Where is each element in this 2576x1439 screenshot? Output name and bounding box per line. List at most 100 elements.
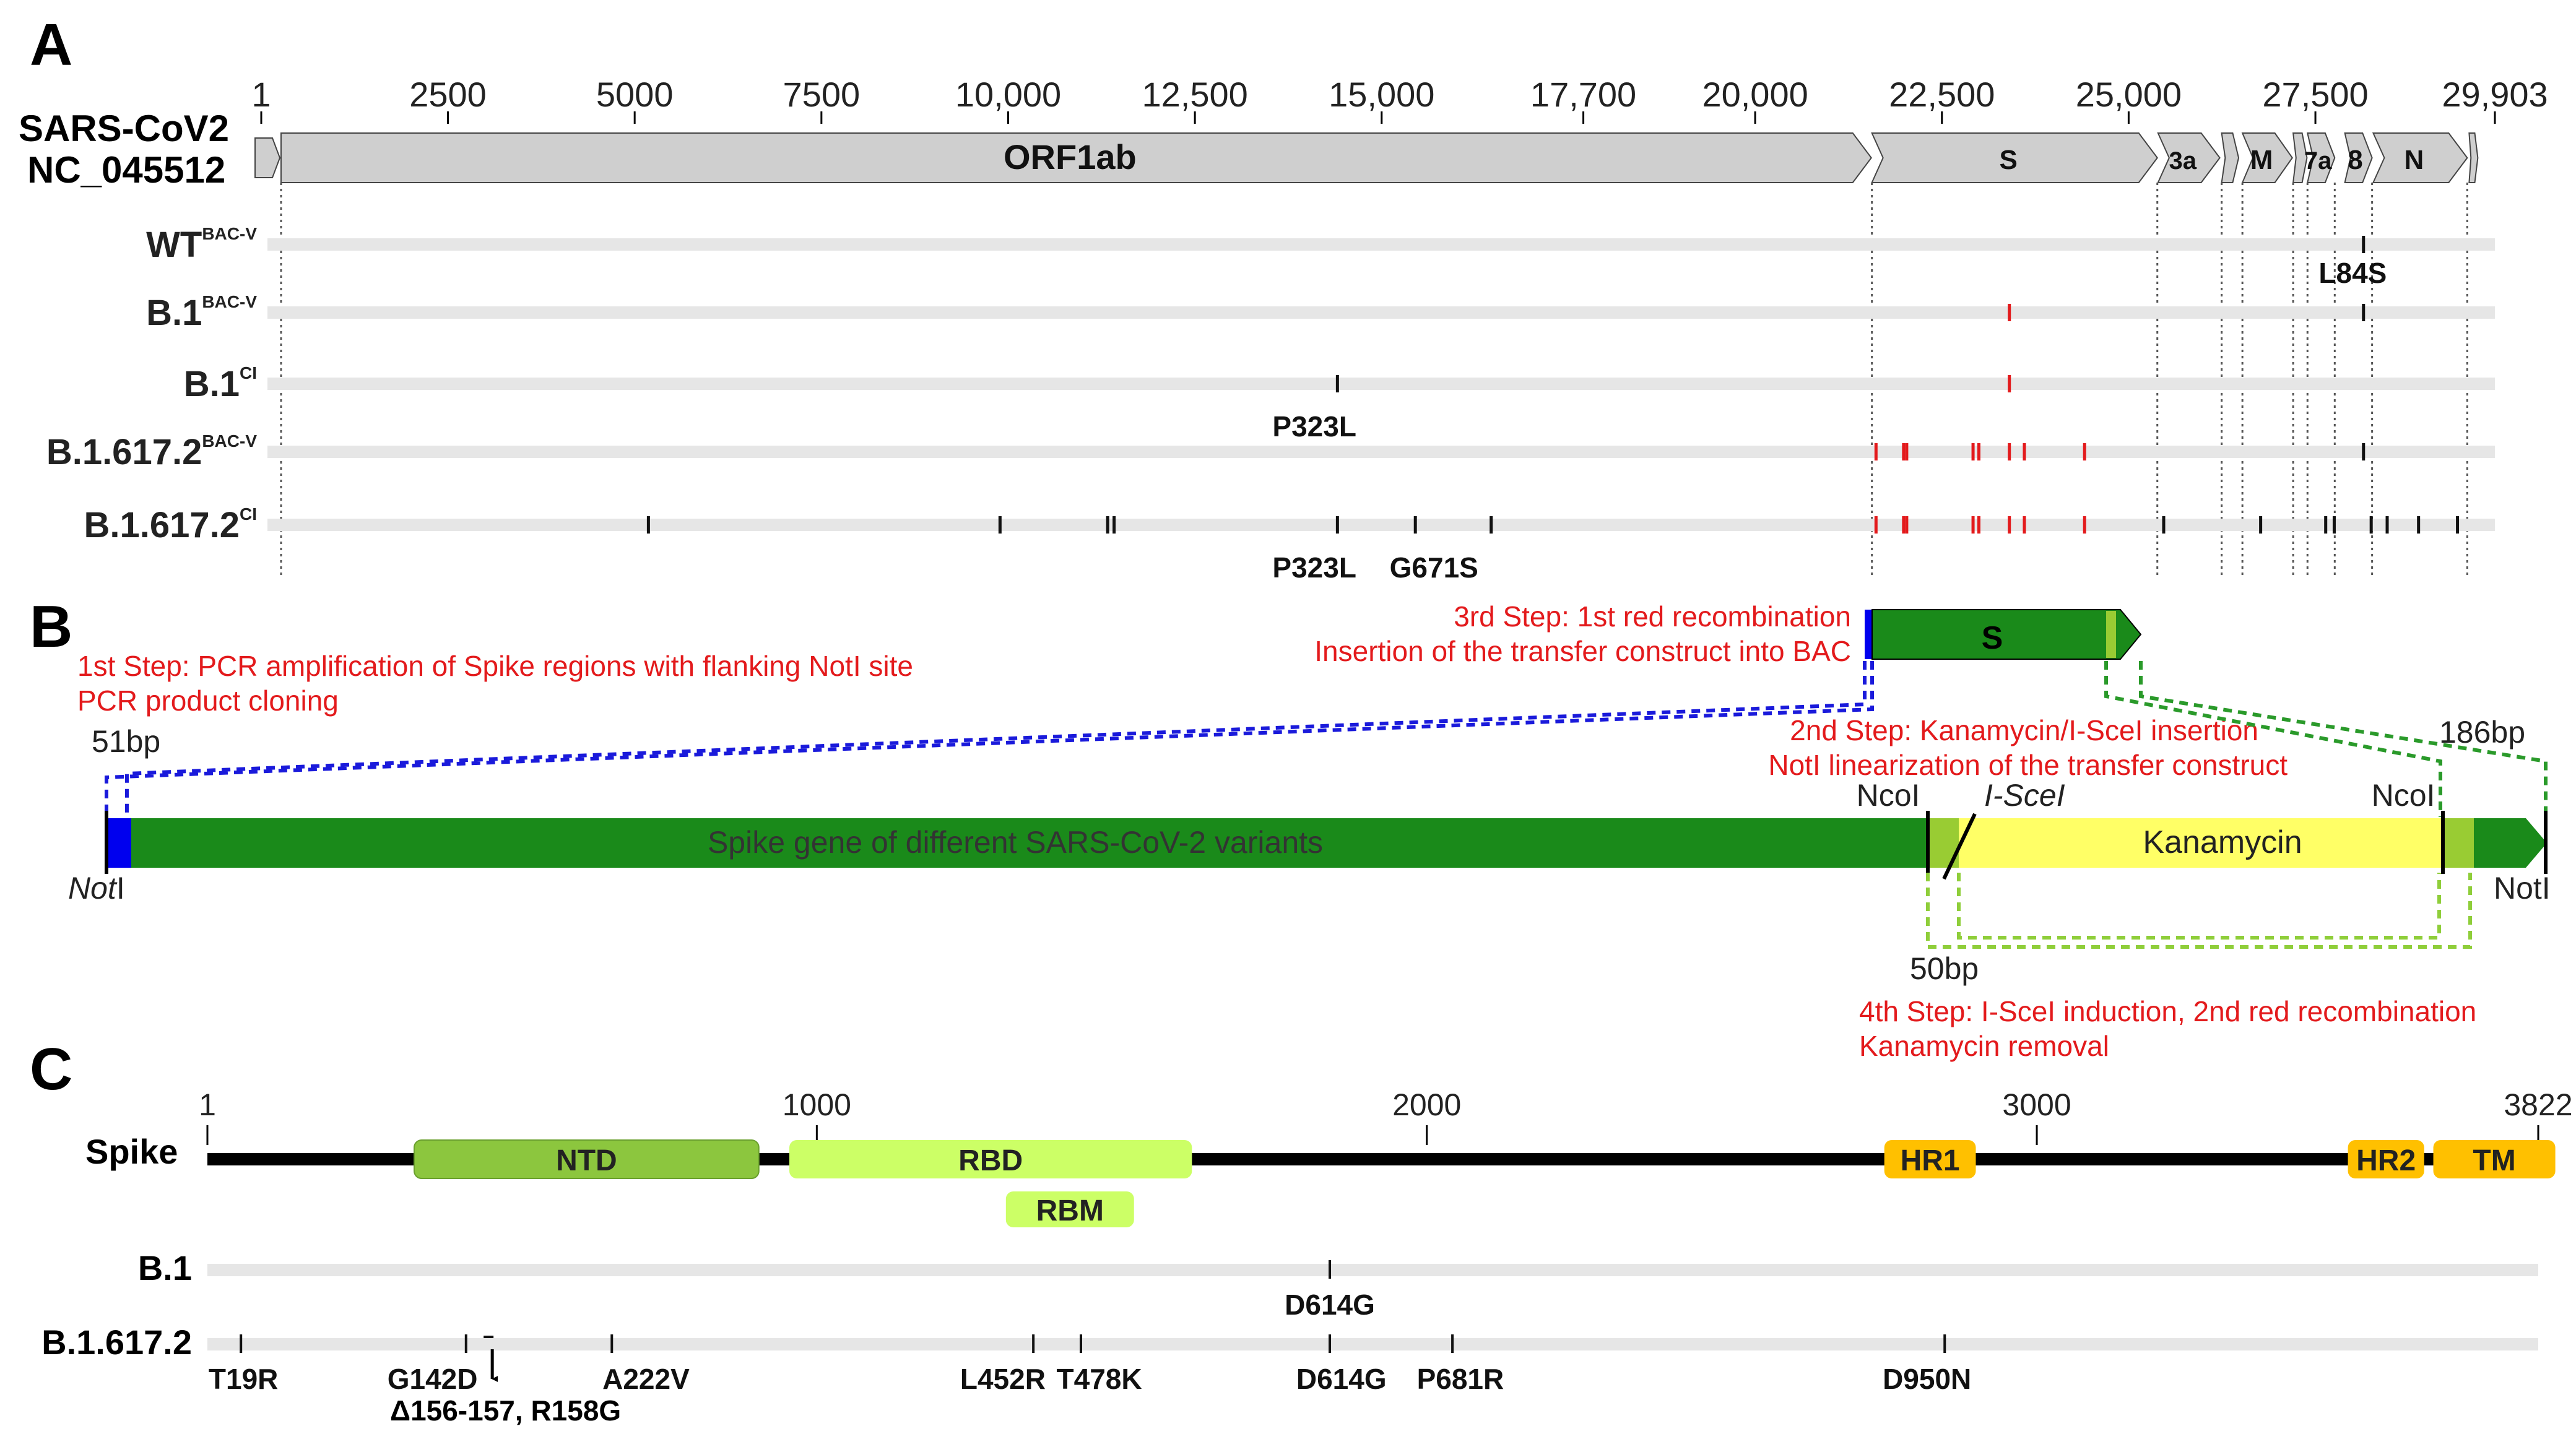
gene-label: N (2405, 145, 2424, 175)
gene-label: 8 (2348, 145, 2362, 175)
step4-line1: 4th Step: I-SceI induction, 2nd red reco… (1859, 995, 2476, 1027)
panel-b-letter: B (30, 594, 72, 660)
genome-tick-label: 15,000 (1329, 75, 1434, 114)
reference-accession: NC_045512 (27, 149, 225, 191)
step3-line2: Insertion of the transfer construct into… (1314, 635, 1851, 667)
blue-dashed-connector (105, 661, 1874, 817)
mutation-label: P323L (1272, 551, 1356, 584)
genome-tick-label: 12,500 (1142, 75, 1247, 114)
step4-line2: Kanamycin removal (1859, 1030, 2109, 1062)
genome-tick-label: 27,500 (2262, 75, 2368, 114)
variant-track-label: B.1CI (184, 363, 257, 404)
gene-label: S (2000, 145, 2018, 175)
spike-axis: 1 1000 2000 3000 3822 (199, 1087, 2573, 1145)
variant-track-bar (267, 378, 2495, 390)
utr5-block (254, 137, 281, 178)
spike-mutation-label: T478K (1057, 1363, 1142, 1395)
genome-tick-label: 5000 (596, 75, 674, 114)
gene-label: 7a (2304, 147, 2332, 175)
variant-track-label: B.1BAC-V (146, 292, 257, 333)
genome-tick-label: 22,500 (1889, 75, 1995, 114)
notI-left-label: NotI (68, 871, 125, 905)
spike-domain-label: TM (2473, 1144, 2515, 1177)
spike-domain (1005, 1191, 1134, 1227)
spike-mutation-label: P681R (1417, 1363, 1504, 1395)
notI-flank-blue (106, 818, 131, 868)
step1-line1: 1st Step: PCR amplification of Spike reg… (77, 650, 913, 682)
spike-track-label: Spike (85, 1132, 178, 1171)
spike-mutation-label: D614G (1296, 1363, 1387, 1395)
spike-domain (2433, 1140, 2556, 1178)
bp51-label: 51bp (92, 724, 160, 759)
variant-track-bar (267, 306, 2495, 319)
genome-tick-label: 25,000 (2076, 75, 2182, 114)
variant-track-bar (267, 519, 2495, 531)
panel-a: A SARS-CoV2 NC_045512 1 2500 5000 7500 10,00… (19, 12, 2548, 584)
ncoI-left-label: NcoI (1857, 778, 1920, 813)
genome-tick-label: 2500 (409, 75, 487, 114)
spike-mutation-label: D614G (1285, 1289, 1375, 1321)
spike-gene-bar (131, 818, 1928, 868)
mutation-label: P323L (1272, 410, 1356, 443)
gene-arrow (1871, 132, 2158, 183)
kanamycin-cassette (1959, 818, 2443, 868)
iscei-label: I-SceI (1984, 778, 2065, 813)
spike-mutation-label: G142D (388, 1363, 478, 1395)
variant-track-bar (267, 446, 2495, 458)
genome-tick-label: 1 (251, 75, 271, 114)
genome-axis: 1 2500 5000 7500 10,000 12,500 15,000 17,700 20,… (251, 75, 2548, 124)
gene-label: ORF1ab (1004, 137, 1137, 176)
spike-domain (414, 1139, 760, 1179)
variant-track-label: B.1.617.2BAC-V (46, 431, 258, 472)
gene-arrow (2307, 132, 2336, 183)
spike-tick-label: 3000 (2002, 1087, 2071, 1122)
spike-tick-label: 2000 (1392, 1087, 1461, 1122)
genome-tick-label: 17,700 (1530, 75, 1636, 114)
recombination-dashed-box (1926, 873, 2472, 949)
right-homology-arm (2443, 818, 2474, 868)
variant-track-label: B.1.617.2CI (84, 504, 257, 545)
gene-arrow (2468, 132, 2479, 183)
green-dashed-connector (2104, 661, 2548, 817)
spike-domain-label: RBM (1036, 1195, 1104, 1227)
genome-tick-label: 10,000 (955, 75, 1061, 114)
spike-end-arrow (2474, 818, 2547, 868)
panel-a-letter: A (30, 12, 72, 78)
spike-domain (1884, 1140, 1976, 1178)
gene-arrow (280, 132, 1872, 183)
spike-tick-label: 1 (199, 1087, 216, 1122)
gene-label: 3a (2169, 147, 2197, 175)
ncoI-right-label: NcoI (2372, 778, 2435, 813)
spike-mutation-label: L452R (960, 1363, 1046, 1395)
genome-tick-label: 20,000 (1702, 75, 1808, 114)
spike-mutation-label: T19R (209, 1363, 278, 1395)
gene-label: M (2250, 145, 2273, 175)
s-block-blue-flank (1865, 610, 1872, 659)
genome-tick-label: 29,903 (2442, 75, 2548, 114)
spike-domain-label: RBD (958, 1144, 1023, 1177)
step2-line1: 2nd Step: Kanamycin/I-SceI insertion (1790, 714, 2258, 746)
step3-line1: 3rd Step: 1st red recombination (1454, 600, 1851, 633)
spike-domain (2348, 1140, 2424, 1178)
genome-tick-label: 7500 (783, 75, 861, 114)
spike-variant-tracks: D614G T19R G142D A222V L452R T478K D614G P681R D… (207, 1260, 2538, 1395)
panel-c: C Spike 1 1000 2000 3000 3822 NTD RBD RBM HR1 HR… (30, 1036, 2573, 1427)
variant-tracks: WTBAC-V L84S B.1BAC-V B.1CI P323L B.1.617.2BA… (46, 224, 2495, 584)
gene-arrow (2157, 132, 2221, 183)
panel-b: B S 1st Step: PCR amplification of Spike… (30, 594, 2551, 1062)
c-b16172-label: B.1.617.2 (41, 1323, 192, 1362)
spike-domain-label: NTD (556, 1144, 617, 1177)
kanamycin-text: Kanamycin (2143, 824, 2302, 860)
variant-track-label: WTBAC-V (146, 224, 257, 265)
gene-arrow (2292, 132, 2308, 183)
genome-gene-map: ORF1ab S 3a M 7a 8 N (254, 132, 2479, 183)
spike-domain-label: HR1 (1901, 1144, 1960, 1177)
s-block-label: S (1982, 620, 2003, 656)
s-block (1871, 609, 2142, 660)
spike-domains: NTD RBD RBM HR1 HR2 TM (414, 1139, 2556, 1227)
gene-arrow (2344, 132, 2373, 183)
spike-domain (789, 1140, 1192, 1178)
iscei-cut (1942, 813, 1977, 880)
step2-line2: NotI linearization of the transfer const… (1768, 749, 2288, 781)
